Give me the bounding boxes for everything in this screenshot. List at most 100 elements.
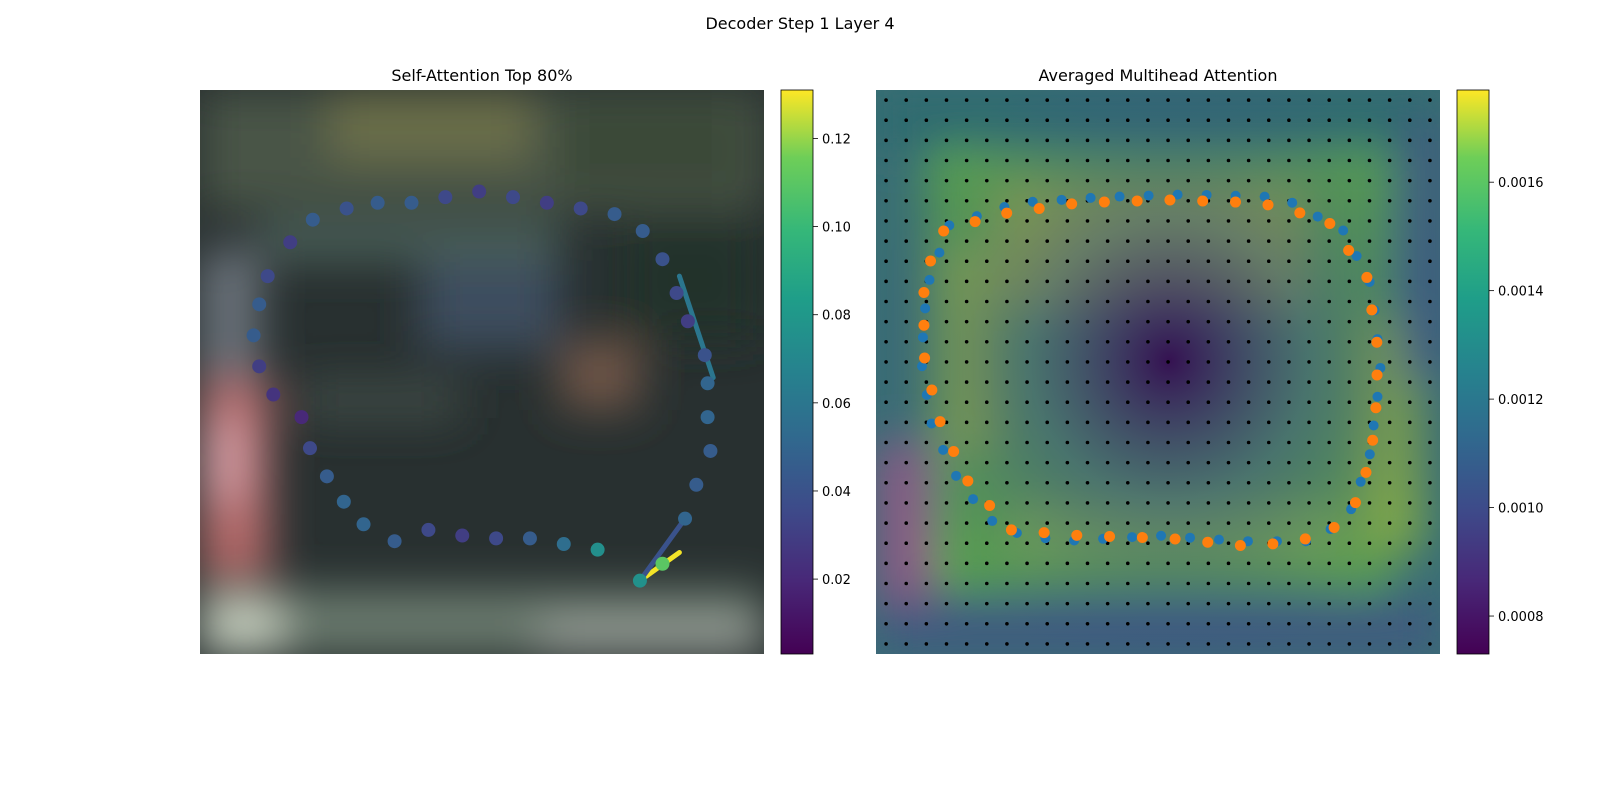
grid-dot xyxy=(1347,642,1352,646)
grid-dot xyxy=(1186,360,1191,364)
grid-dot xyxy=(1125,239,1130,243)
grid-dot xyxy=(1125,521,1130,525)
grid-dot xyxy=(904,621,909,626)
grid-dot xyxy=(1186,642,1191,646)
grid-dot xyxy=(1287,420,1291,425)
attention-point xyxy=(404,195,419,210)
grid-dot xyxy=(1226,219,1231,223)
grid-dot xyxy=(924,521,929,525)
grid-dot xyxy=(1045,581,1050,586)
contour-orange-point xyxy=(1324,217,1336,229)
grid-dot xyxy=(1206,219,1211,223)
grid-dot xyxy=(1367,601,1372,606)
grid-dot xyxy=(1125,299,1130,304)
attention-point xyxy=(703,443,718,458)
grid-dot xyxy=(1045,501,1050,505)
contour-blue-point xyxy=(1259,191,1270,202)
grid-dot xyxy=(944,420,949,425)
grid-dot xyxy=(964,642,969,646)
grid-dot xyxy=(1166,259,1170,264)
grid-dot xyxy=(1206,138,1211,143)
grid-dot xyxy=(1367,118,1372,123)
grid-dot xyxy=(1327,420,1332,425)
contour-orange-point xyxy=(925,255,937,267)
grid-dot xyxy=(1327,621,1332,626)
grid-dot xyxy=(1407,380,1412,384)
grid-dot xyxy=(1206,339,1211,344)
grid-dot xyxy=(1246,561,1251,566)
grid-dot xyxy=(1005,279,1009,284)
grid-dot xyxy=(1226,621,1231,626)
grid-dot xyxy=(1206,158,1211,163)
token-grid-dots xyxy=(884,98,1432,646)
grid-dot xyxy=(1367,219,1372,223)
grid-dot xyxy=(1226,158,1231,163)
attention-point xyxy=(700,376,715,391)
grid-dot xyxy=(1146,259,1150,264)
contour-blue-point xyxy=(1368,420,1379,431)
grid-dot xyxy=(1105,360,1110,364)
grid-dot xyxy=(1347,138,1352,143)
grid-dot xyxy=(1367,480,1372,485)
grid-dot xyxy=(944,319,949,324)
grid-dot xyxy=(1407,138,1412,143)
grid-dot xyxy=(1146,621,1150,626)
attention-point xyxy=(573,201,588,216)
grid-dot xyxy=(1266,219,1271,223)
grid-dot xyxy=(904,501,909,505)
grid-dot xyxy=(984,239,989,243)
grid-dot xyxy=(1407,501,1412,505)
grid-dot xyxy=(1367,521,1372,525)
grid-dot xyxy=(1005,621,1009,626)
grid-dot xyxy=(1347,299,1352,304)
grid-dot xyxy=(904,581,909,586)
grid-dot xyxy=(1266,601,1271,606)
grid-dot xyxy=(1407,460,1412,465)
grid-dot xyxy=(904,198,909,203)
grid-dot xyxy=(1125,440,1130,445)
grid-dot xyxy=(1065,299,1070,304)
grid-dot xyxy=(1347,400,1352,405)
grid-dot xyxy=(944,400,949,405)
grid-dot xyxy=(884,259,888,264)
grid-dot xyxy=(1367,259,1372,264)
grid-dot xyxy=(1407,601,1412,606)
grid-dot xyxy=(1226,360,1231,364)
grid-dot xyxy=(1428,400,1432,405)
grid-dot xyxy=(1005,339,1009,344)
grid-dot xyxy=(1125,541,1130,546)
grid-dot xyxy=(1166,98,1170,102)
grid-dot xyxy=(984,621,989,626)
grid-dot xyxy=(944,239,949,243)
grid-dot xyxy=(1387,621,1392,626)
grid-dot xyxy=(1105,380,1110,384)
grid-dot xyxy=(1266,380,1271,384)
grid-dot xyxy=(984,480,989,485)
grid-dot xyxy=(1166,541,1170,546)
grid-dot xyxy=(1347,219,1352,223)
grid-dot xyxy=(1327,501,1332,505)
grid-dot xyxy=(1025,601,1029,606)
grid-dot xyxy=(1186,581,1191,586)
grid-dot xyxy=(1045,420,1050,425)
grid-dot xyxy=(1166,380,1170,384)
grid-dot xyxy=(1206,380,1211,384)
contour-orange-point xyxy=(1366,304,1378,316)
grid-dot xyxy=(1146,420,1150,425)
grid-dot xyxy=(1387,339,1392,344)
grid-dot xyxy=(1186,198,1191,203)
grid-dot xyxy=(1266,339,1271,344)
grid-dot xyxy=(1065,541,1070,546)
grid-dot xyxy=(1428,561,1432,566)
attention-point xyxy=(607,207,622,222)
grid-dot xyxy=(1246,339,1251,344)
grid-dot xyxy=(1125,98,1130,102)
attention-point xyxy=(635,224,650,238)
grid-dot xyxy=(1025,440,1029,445)
grid-dot xyxy=(1287,339,1291,344)
grid-dot xyxy=(1166,158,1170,163)
grid-dot xyxy=(1327,380,1332,384)
attention-point xyxy=(669,286,684,301)
grid-dot xyxy=(1387,118,1392,123)
grid-dot xyxy=(884,581,888,586)
